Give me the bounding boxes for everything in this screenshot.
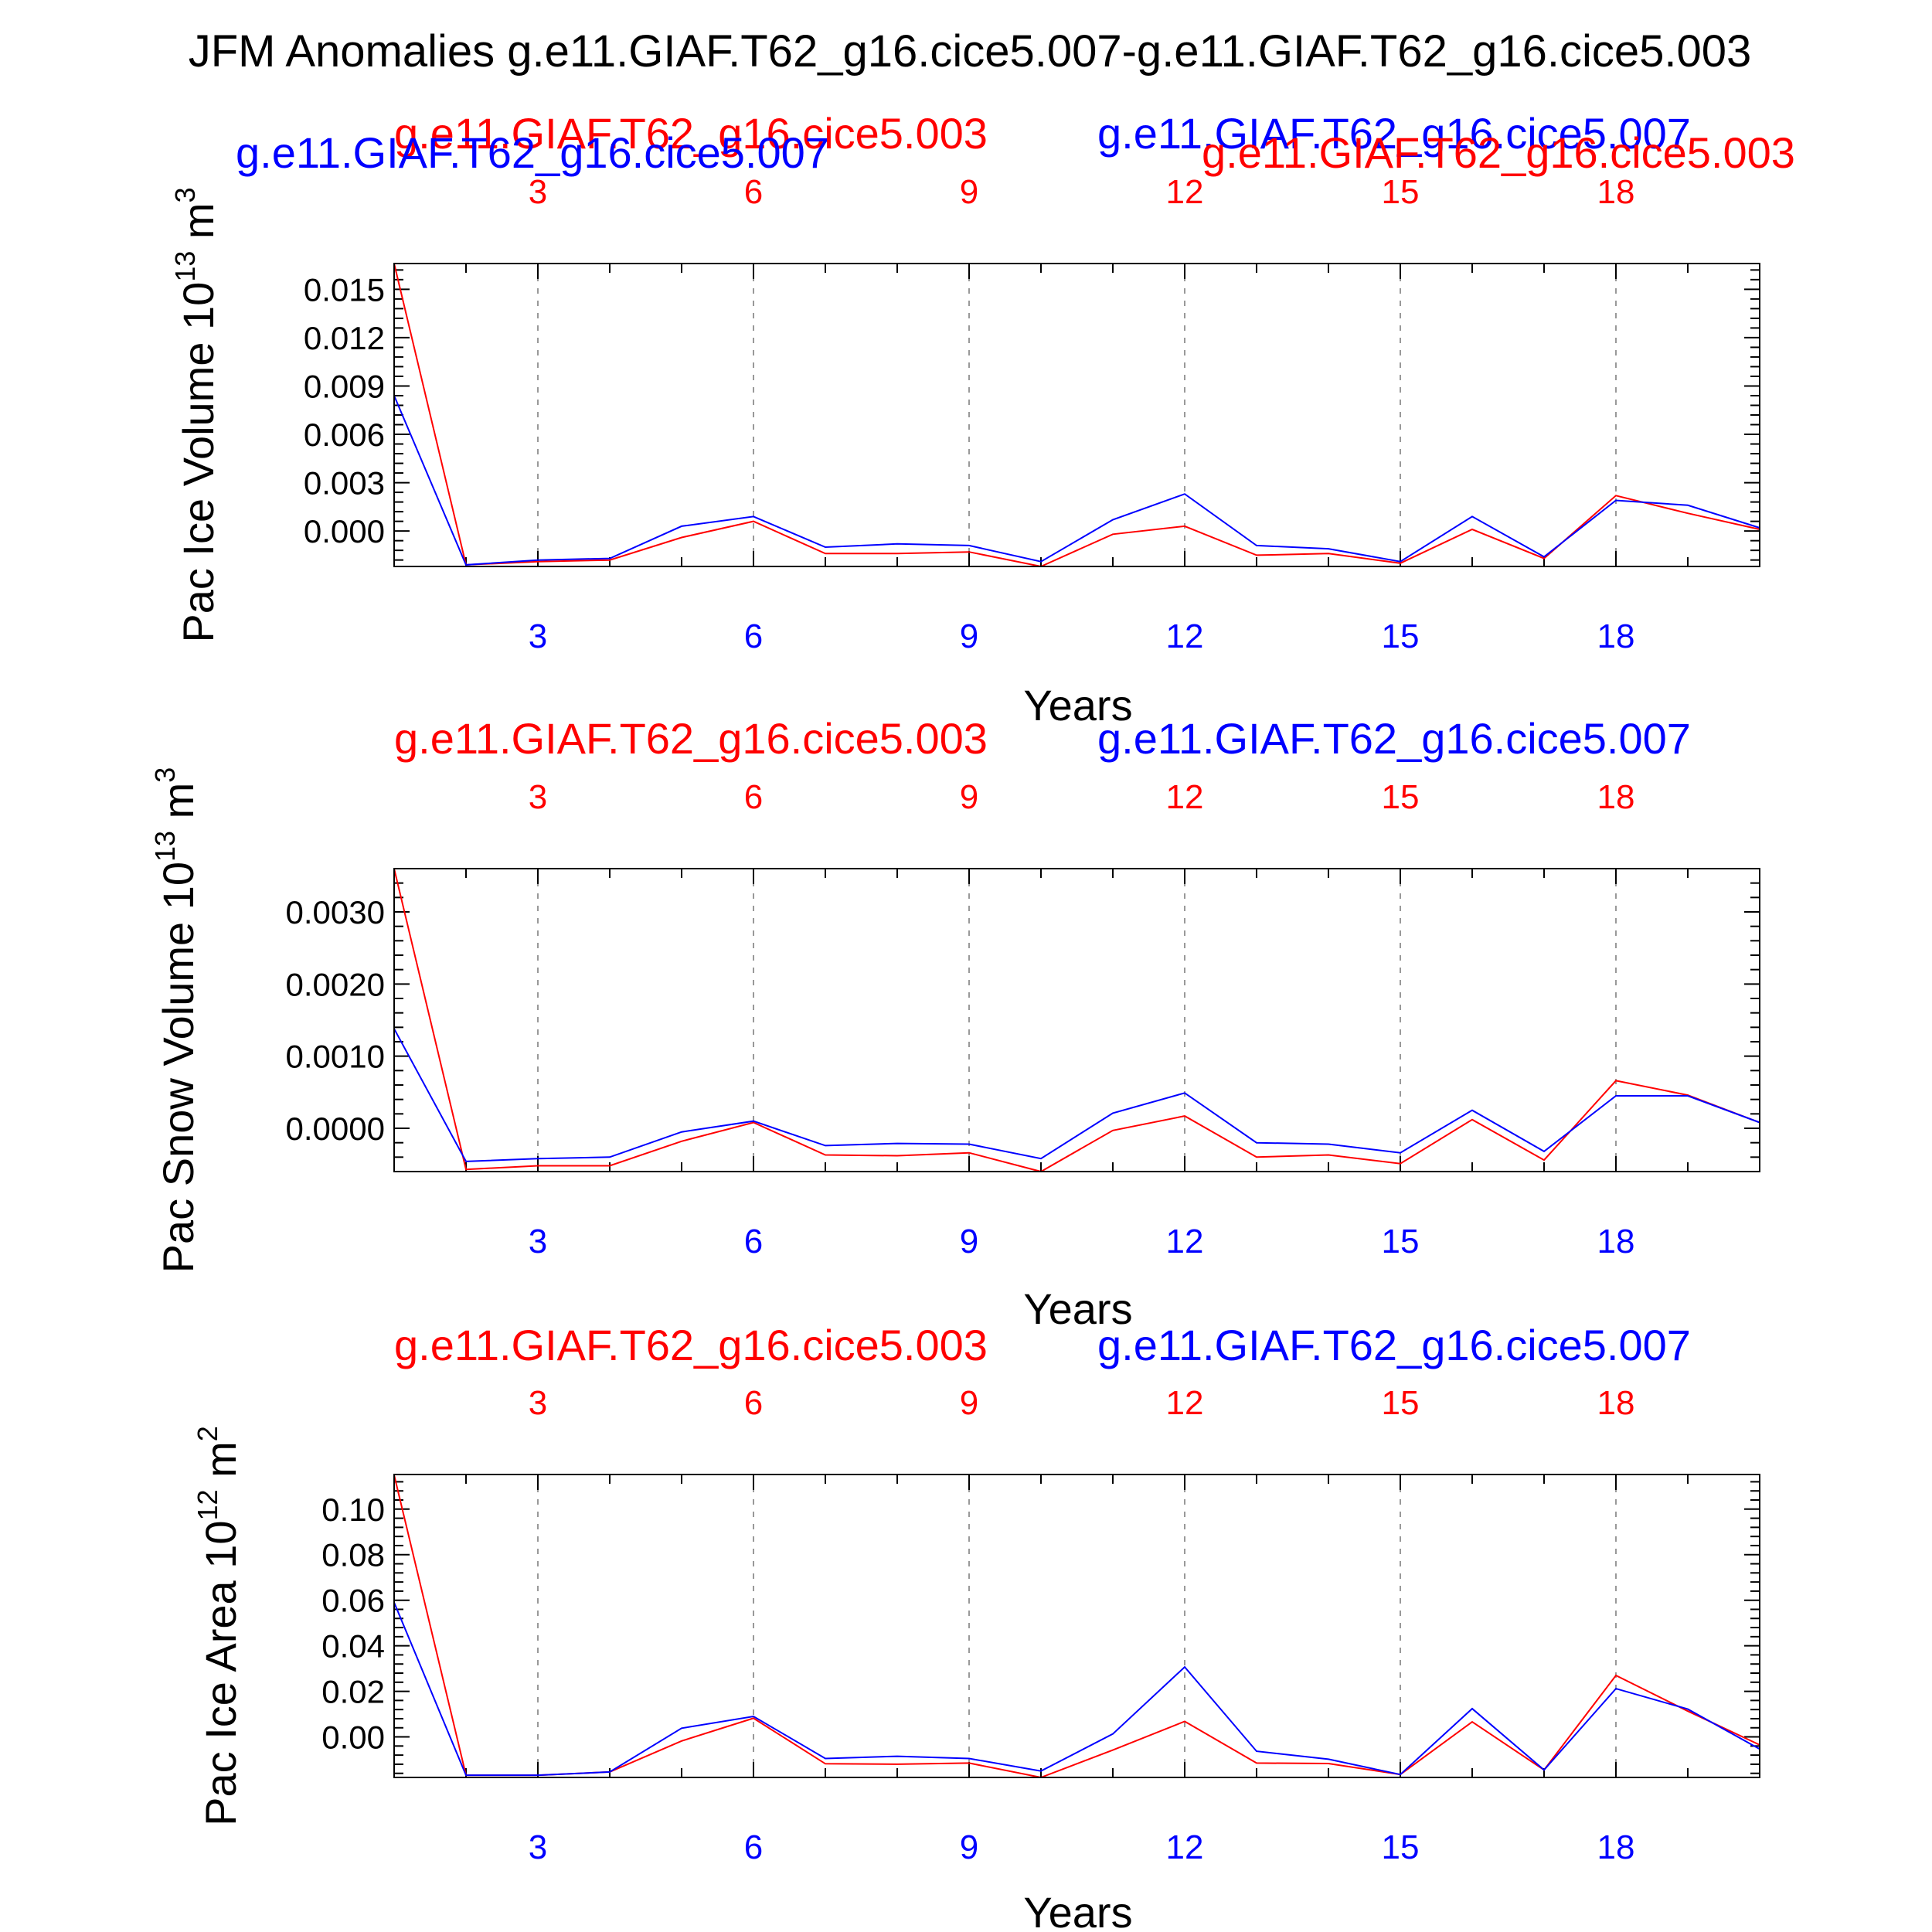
x-tick-label-bottom: 12	[1166, 1828, 1204, 1866]
panel3-gridlines	[537, 1475, 1617, 1777]
panel2-y-ticks: 0.0000 0.0010 0.0020 0.0030	[286, 868, 1760, 1172]
panel1-x-ticks: 3 3 6 6 9 9 12 12 15 15 18 18	[393, 173, 1760, 655]
panel2-label-red: g.e11.GIAF.T62_g16.cice5.003	[394, 714, 988, 763]
x-tick-label-bottom: 3	[529, 1828, 547, 1866]
y-tick-label: 0.0000	[286, 1111, 385, 1147]
series-line-red	[393, 868, 1760, 1173]
panel-ice-volume: g.e11.GIAF.T62_g16.cice5.003 g.e11.GIAF.…	[169, 109, 1795, 730]
y-tick-label: 0.009	[304, 368, 385, 404]
panel1-gridlines	[537, 264, 1617, 566]
y-tick-label: 0.000	[304, 513, 385, 549]
panel2-label-blue: g.e11.GIAF.T62_g16.cice5.007	[1097, 714, 1691, 763]
x-tick-label-bottom: 6	[744, 617, 763, 655]
x-tick-label-bottom: 12	[1166, 617, 1204, 655]
y-tick-label: 0.015	[304, 271, 385, 308]
panel3-label-blue: g.e11.GIAF.T62_g16.cice5.007	[1097, 1321, 1691, 1369]
x-tick-label-top: 18	[1597, 778, 1635, 816]
y-tick-label: 0.06	[321, 1583, 385, 1619]
panel1-series	[393, 263, 1760, 568]
y-tick-label: 0.003	[304, 465, 385, 502]
panel1-y-ticks: 0.000 0.003 0.006 0.009 0.012 0.015	[304, 269, 1760, 561]
x-tick-label-bottom: 9	[960, 617, 978, 655]
x-tick-label-top: 12	[1166, 173, 1204, 211]
x-tick-label-top: 6	[744, 1384, 763, 1422]
panel3-xlabel: Years	[1023, 1888, 1132, 1932]
panel2-xlabel: Years	[1023, 1284, 1132, 1333]
panel3-plot-frame	[393, 1474, 1760, 1778]
y-tick-label: 0.10	[321, 1492, 385, 1528]
x-tick-label-top: 6	[744, 778, 763, 816]
x-tick-label-bottom: 18	[1597, 617, 1635, 655]
x-tick-label-top: 12	[1166, 1384, 1204, 1422]
panel1-label-blue: g.e11.GIAF.T62_g16.cice5.007	[1097, 109, 1691, 158]
x-tick-label-bottom: 15	[1382, 1223, 1420, 1260]
x-tick-label-bottom: 18	[1597, 1223, 1635, 1260]
x-tick-label-top: 18	[1597, 173, 1635, 211]
x-tick-label-bottom: 9	[960, 1828, 978, 1866]
panel2-plot-frame	[393, 868, 1760, 1172]
panel1-plot-frame	[393, 263, 1760, 567]
figure-title: JFM Anomalies g.e11.GIAF.T62_g16.cice5.0…	[189, 26, 1752, 77]
y-tick-label: 0.02	[321, 1674, 385, 1710]
series-line-blue	[393, 1602, 1760, 1777]
x-tick-label-top: 15	[1382, 173, 1420, 211]
y-tick-label: 0.012	[304, 320, 385, 356]
x-tick-label-top: 15	[1382, 1384, 1420, 1422]
y-tick-label: 0.0030	[286, 894, 385, 930]
x-tick-label-top: 3	[529, 778, 547, 816]
series-line-red	[393, 263, 1760, 568]
x-tick-label-bottom: 15	[1382, 617, 1420, 655]
series-line-blue	[393, 1028, 1760, 1162]
series-line-blue	[393, 395, 1760, 566]
y-tick-label: 0.0020	[286, 966, 385, 1002]
x-tick-label-top: 15	[1382, 778, 1420, 816]
panel1-xlabel: Years	[1023, 681, 1132, 730]
x-tick-label-top: 18	[1597, 1384, 1635, 1422]
x-tick-label-bottom: 3	[529, 617, 547, 655]
x-tick-label-top: 6	[744, 173, 763, 211]
panel3-label-red: g.e11.GIAF.T62_g16.cice5.003	[394, 1321, 988, 1369]
panel2-x-ticks: 3 3 6 6 9 9 12 12 15 15 18 18	[393, 778, 1760, 1260]
x-tick-label-top: 9	[960, 173, 978, 211]
x-tick-label-bottom: 6	[744, 1223, 763, 1260]
series-line-red	[393, 1475, 1760, 1779]
panel1-label-red-2: g.e11.GIAF.T62_g16.cice5.003	[1202, 128, 1795, 177]
y-tick-label: 0.04	[321, 1628, 385, 1665]
x-tick-label-top: 9	[960, 1384, 978, 1422]
panel2-series	[393, 868, 1760, 1173]
x-tick-label-bottom: 18	[1597, 1828, 1635, 1866]
y-tick-label: 0.08	[321, 1537, 385, 1573]
x-tick-label-bottom: 9	[960, 1223, 978, 1260]
x-tick-label-bottom: 3	[529, 1223, 547, 1260]
x-tick-label-bottom: 6	[744, 1828, 763, 1866]
x-tick-label-top: 9	[960, 778, 978, 816]
panel3-y-ticks: 0.00 0.02 0.04 0.06 0.08 0.10	[321, 1481, 1760, 1774]
y-tick-label: 0.006	[304, 417, 385, 453]
panel-snow-volume: g.e11.GIAF.T62_g16.cice5.003 g.e11.GIAF.…	[149, 714, 1760, 1333]
panel2-gridlines	[537, 869, 1617, 1172]
x-tick-label-top: 12	[1166, 778, 1204, 816]
panel1-label-red: g.e11.GIAF.T62_g16.cice5.003	[394, 109, 988, 158]
panel3-series	[393, 1475, 1760, 1779]
panel-ice-area: g.e11.GIAF.T62_g16.cice5.003 g.e11.GIAF.…	[192, 1321, 1760, 1932]
panel3-ylabel: Pac Ice Area 1012 m2	[192, 1426, 245, 1826]
x-tick-label-bottom: 12	[1166, 1223, 1204, 1260]
y-tick-label: 0.00	[321, 1719, 385, 1756]
x-tick-label-top: 3	[529, 1384, 547, 1422]
panel1-ylabel: Pac Ice Volume 1013 m3	[169, 187, 223, 642]
panel2-ylabel: Pac Snow Volume 1013 m3	[149, 767, 202, 1274]
y-tick-label: 0.0010	[286, 1039, 385, 1075]
panel1-label-blue-2: g.e11.GIAF.T62_g16.cice5.007	[236, 128, 829, 177]
x-tick-label-top: 3	[529, 173, 547, 211]
x-tick-label-bottom: 15	[1382, 1828, 1420, 1866]
